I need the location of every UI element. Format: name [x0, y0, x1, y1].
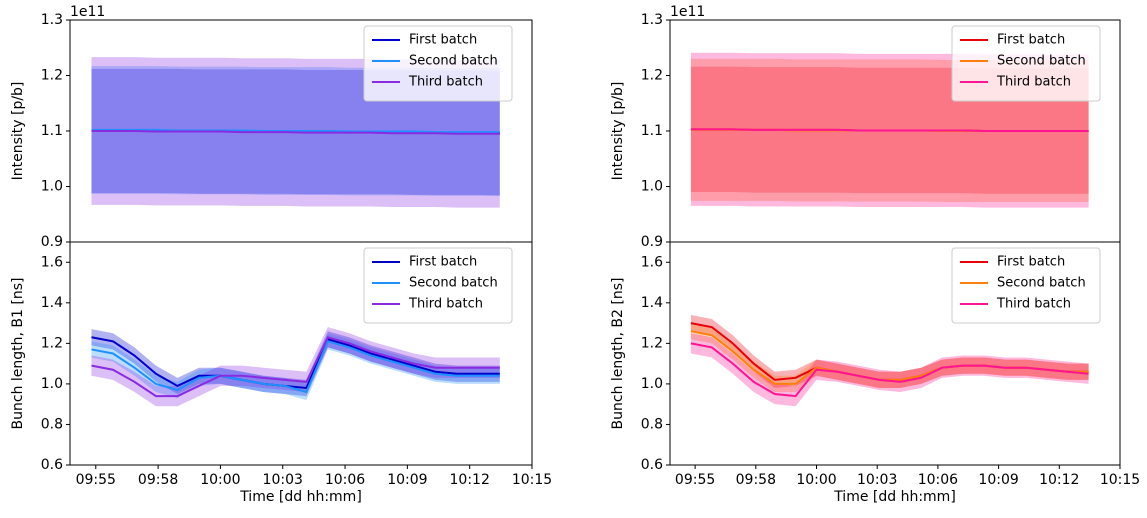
panel: 0.6 0.8 1.0 1.2 1.4 1.6 09:55 09:58 10:00 10:03 10…: [610, 241, 1140, 505]
x-tick-label: 10:15: [1100, 472, 1140, 488]
legend-box: [951, 247, 1101, 324]
band: [690, 333, 1089, 407]
x-axis-label: Time [dd hh:mm]: [239, 489, 362, 505]
band: [690, 323, 1089, 393]
band: [91, 327, 500, 407]
y-tick-label: 1.0: [641, 376, 663, 392]
legend-label: Second batch: [409, 54, 498, 69]
x-tick-label: 10:00: [796, 472, 836, 488]
panel: 0.9 1.0 1.1 1.2 1.3 1e11 Intensity [p/b] First …: [610, 4, 1121, 250]
legend-label: First batch: [409, 255, 477, 270]
x-tick-label: 10:03: [263, 472, 303, 488]
x-tick-label: 10:06: [325, 472, 365, 488]
y-tick-label: 1.2: [41, 68, 63, 84]
x-tick-label: 09:58: [736, 472, 776, 488]
y-tick-label: 1.2: [41, 335, 63, 351]
x-tick-label: 10:06: [918, 472, 958, 488]
x-tick-label: 10:09: [978, 472, 1018, 488]
x-tick-label: 10:09: [387, 472, 427, 488]
y-tick-label: 1.0: [641, 179, 663, 195]
x-tick-label: 10:03: [857, 472, 897, 488]
x-tick-label: 10:00: [200, 472, 240, 488]
y-axis-label: Bunch length, B2 [ns]: [610, 278, 626, 430]
legend-label: Second batch: [997, 54, 1086, 69]
legend-label: Third batch: [408, 75, 483, 90]
x-tick-label: 10:12: [450, 472, 490, 488]
y-tick-label: 0.6: [641, 457, 663, 473]
panel: 0.6 0.8 1.0 1.2 1.4 1.6 09:55 09:58 10:00 10:03 10…: [10, 241, 552, 505]
y-axis-label: Intensity [p/b]: [10, 82, 26, 181]
y-tick-label: 1.4: [641, 295, 663, 311]
legend-label: First batch: [997, 255, 1065, 270]
y-tick-label: 0.9: [41, 234, 63, 250]
y-tick-label: 0.8: [641, 416, 663, 432]
x-tick-label: 09:55: [675, 472, 715, 488]
legend-label: Second batch: [409, 276, 498, 291]
y-tick-label: 1.0: [41, 179, 63, 195]
x-tick-label: 09:58: [138, 472, 178, 488]
x-tick-label: 10:15: [512, 472, 552, 488]
y-tick-label: 1.6: [641, 254, 663, 270]
y-tick-label: 1.2: [641, 68, 663, 84]
panel: 0.9 1.0 1.1 1.2 1.3 1e11 Intensity [p/b] First …: [10, 4, 533, 250]
legend-label: Third batch: [408, 297, 483, 312]
y-axis-label: Bunch length, B1 [ns]: [10, 278, 26, 430]
legend-box: [951, 25, 1101, 102]
series-line: [91, 336, 500, 390]
legend-box: [363, 247, 513, 324]
series-line: [91, 336, 500, 398]
legend-label: Third batch: [996, 75, 1071, 90]
y-tick-label: 1.1: [41, 123, 63, 139]
x-tick-label: 09:55: [76, 472, 116, 488]
y-tick-label: 1.3: [41, 12, 63, 28]
axes-frame: [69, 241, 533, 466]
y-tick-label: 0.9: [641, 234, 663, 250]
y-tick-label: 1.4: [41, 295, 63, 311]
y-axis-label: Intensity [p/b]: [610, 82, 626, 181]
y-offset-label: 1e11: [670, 4, 705, 20]
x-tick-label: 10:12: [1039, 472, 1079, 488]
y-tick-label: 0.6: [41, 457, 63, 473]
series-line: [91, 128, 500, 134]
band: [690, 314, 1089, 388]
series-line: [690, 128, 1089, 132]
y-tick-label: 1.3: [641, 12, 663, 28]
axes-frame: [669, 241, 1121, 466]
y-offset-label: 1e11: [70, 4, 105, 20]
legend-label: First batch: [409, 33, 477, 48]
legend-label: Second batch: [997, 276, 1086, 291]
y-tick-label: 1.0: [41, 376, 63, 392]
series-line: [690, 342, 1089, 398]
band: [91, 333, 500, 401]
x-axis-label: Time [dd hh:mm]: [833, 489, 956, 505]
legend-label: First batch: [997, 33, 1065, 48]
y-tick-label: 0.8: [41, 416, 63, 432]
legend-box: [363, 25, 513, 102]
y-tick-label: 1.6: [41, 254, 63, 270]
y-tick-label: 1.2: [641, 335, 663, 351]
legend-label: Third batch: [996, 297, 1071, 312]
series-line: [91, 340, 500, 394]
y-tick-label: 1.1: [641, 123, 663, 139]
series-line: [91, 130, 500, 135]
